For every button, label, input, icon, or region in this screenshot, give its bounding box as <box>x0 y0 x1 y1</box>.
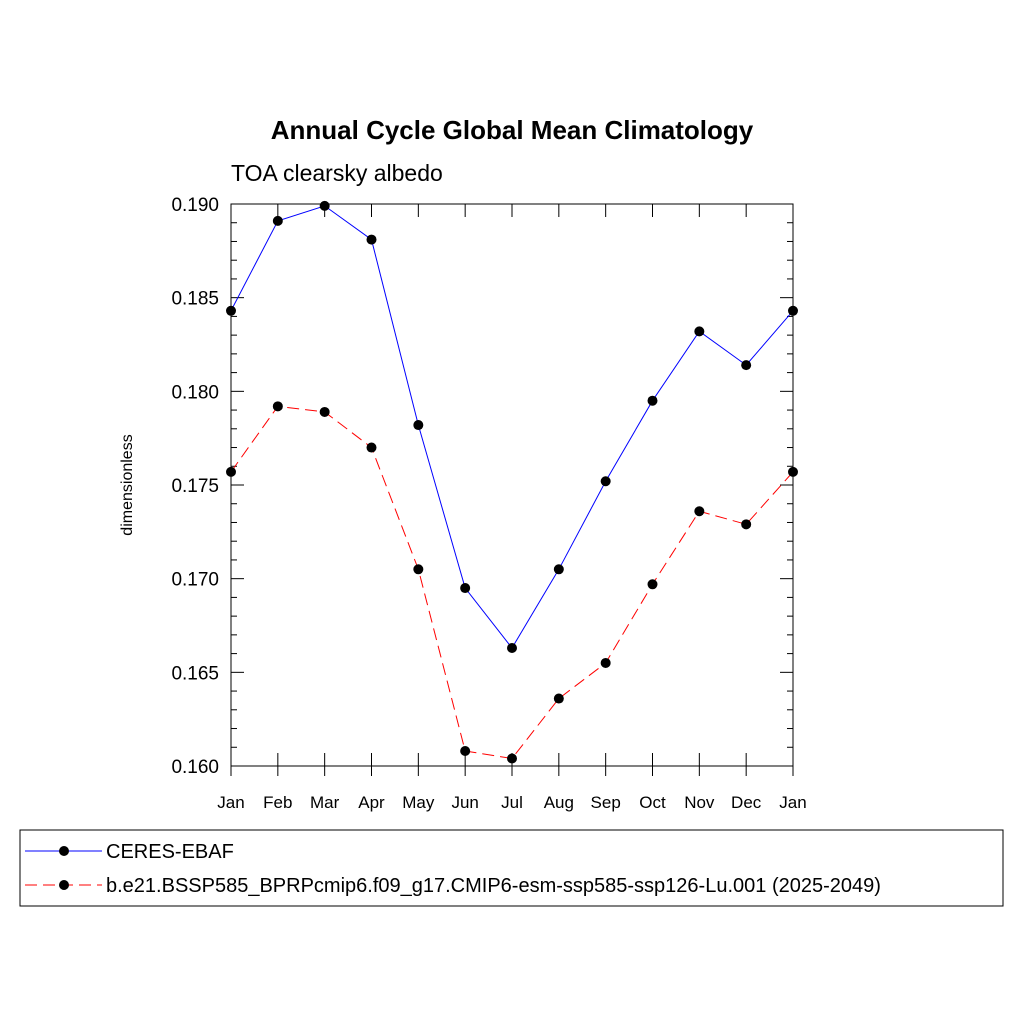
series-1-point <box>507 642 517 653</box>
legend-marker-1 <box>59 846 69 856</box>
chart-title: Annual Cycle Global Mean Climatology <box>271 115 754 145</box>
x-tick-label: Dec <box>731 793 762 812</box>
x-tick-label: Apr <box>358 793 385 812</box>
x-tick-label: Oct <box>639 793 666 812</box>
x-axis: Jan Feb Mar Apr May Jun Jul Aug Sep Oct Nov Dec Jan <box>217 204 807 812</box>
legend: CERES-EBAF b.e21.BSSP585_BPRPcmip6.f09_g1… <box>19 829 1004 907</box>
series-line-1 <box>230 205 794 649</box>
series-2-point <box>319 406 330 417</box>
series-2-point <box>788 466 798 477</box>
series-2-point <box>553 693 564 704</box>
series-2-point <box>272 401 283 412</box>
series-1-point <box>319 200 330 211</box>
series-1-point <box>647 395 658 406</box>
series-1-point <box>460 583 471 594</box>
plot-frame <box>230 203 794 767</box>
series-1-point <box>226 305 236 316</box>
series-1-point <box>694 326 705 337</box>
x-tick-label: Feb <box>263 793 292 812</box>
y-tick-label: 0.170 <box>171 570 219 591</box>
y-tick-label: 0.165 <box>171 663 219 684</box>
y-tick-label: 0.180 <box>171 382 219 403</box>
legend-label-1: CERES-EBAF <box>106 841 234 863</box>
y-axis: 0.160 0.165 0.170 0.175 0.180 0.185 0.190 <box>171 195 793 778</box>
y-tick-label: 0.185 <box>171 289 219 310</box>
x-tick-label: Jan <box>779 793 806 812</box>
x-tick-label: Nov <box>684 793 715 812</box>
series-1-point <box>600 476 611 487</box>
chart-subtitle: TOA clearsky albedo <box>231 160 443 186</box>
series-2-point <box>694 506 705 517</box>
series-2-point <box>647 579 658 590</box>
legend-label-2: b.e21.BSSP585_BPRPcmip6.f09_g17.CMIP6-es… <box>106 875 881 897</box>
series-2-point <box>460 746 471 757</box>
y-tick-label: 0.175 <box>171 476 219 497</box>
y-tick-label: 0.190 <box>171 195 219 216</box>
series-1-point <box>366 234 377 245</box>
x-tick-label: Aug <box>544 793 574 812</box>
series-1-point <box>553 564 564 575</box>
x-tick-label: Mar <box>310 793 340 812</box>
x-tick-label: Jun <box>451 793 478 812</box>
y-axis-label: dimensionless <box>119 434 136 535</box>
series-1-point <box>788 305 798 316</box>
series-line-2 <box>230 405 794 760</box>
x-tick-label: Jan <box>217 793 244 812</box>
x-tick-label: Jul <box>501 793 523 812</box>
series-2-point <box>366 442 377 453</box>
series-1-point <box>413 420 424 431</box>
x-tick-label: May <box>402 793 435 812</box>
series-2-point <box>226 466 236 477</box>
legend-marker-2 <box>59 880 69 890</box>
series-1-point <box>272 215 283 226</box>
series-2-point <box>741 519 752 530</box>
series-2-point <box>600 657 611 668</box>
y-tick-label: 0.160 <box>171 757 219 778</box>
legend-box <box>19 829 1004 907</box>
series-2-point <box>507 753 517 764</box>
series-1-point <box>741 360 752 371</box>
x-tick-label: Sep <box>591 793 621 812</box>
series-2-point <box>413 564 424 575</box>
series-layer <box>226 200 798 764</box>
